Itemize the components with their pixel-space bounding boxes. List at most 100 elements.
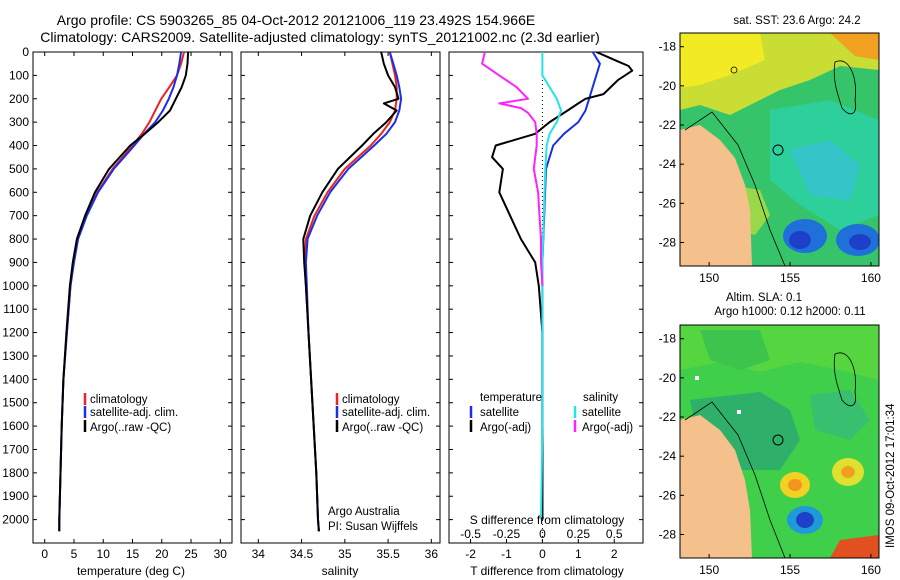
y-tick-label: 1300: [2, 349, 29, 363]
legend-label-climatology: climatology: [90, 394, 148, 406]
y-tick-label: 100: [9, 68, 29, 82]
legend-label-argo: Argo(..raw -QC): [342, 422, 423, 434]
y-tick-label: 800: [9, 232, 29, 246]
annotation-pi: PI: Susan Wijffels: [328, 521, 418, 533]
s-tick-label: 0: [539, 527, 546, 541]
y-tick-label: 1800: [2, 466, 29, 480]
difference-panel: [448, 51, 644, 544]
legend-label-temp-argo: Argo(-adj): [480, 422, 531, 434]
x-tick-label: 34: [252, 547, 266, 561]
map-y-tick-label: -18: [659, 40, 677, 54]
legend-label-argo: Argo(..raw -QC): [90, 422, 171, 434]
imos-stamp: IMOS 09-Oct-2012 17:01:34: [885, 403, 897, 548]
s-tick-label: -0.25: [493, 527, 521, 541]
temperature-xlabel: temperature (deg C): [77, 564, 185, 578]
header-line1: Argo profile: CS 5903265_85 04-Oct-2012 …: [57, 12, 535, 28]
sla-map-title-line1: Altim. SLA: 0.1: [726, 292, 802, 304]
x-tick-label: 20: [155, 547, 169, 561]
salinity-legend: climatology satellite-adj. clim. Argo(..…: [335, 393, 430, 434]
y-tick-label: 0: [22, 45, 29, 59]
y-tick-label: 1500: [2, 396, 29, 410]
map-y-tick-label: -22: [659, 118, 677, 132]
x-tick-label: 25: [184, 547, 198, 561]
series-line: [540, 52, 563, 520]
y-tick-label: 1600: [2, 419, 29, 433]
x-tick-label: -2: [465, 547, 476, 561]
temperature-panel: [32, 51, 233, 544]
argo-location-marker: [772, 144, 784, 156]
x-tick-label: 34.5: [290, 547, 314, 561]
annotation-argo-australia: Argo Australia: [328, 506, 400, 518]
series-line: [491, 52, 634, 520]
s-tick-label: -0.5: [460, 527, 481, 541]
legend-label-temp-satellite: satellite: [480, 407, 519, 419]
y-tick-label: 500: [9, 162, 29, 176]
s-tick-label: 0.25: [567, 527, 591, 541]
map-x-tick-label: 150: [699, 563, 719, 577]
map-y-tick-label: -20: [659, 79, 677, 93]
sst-map-title: sat. SST: 23.6 Argo: 24.2: [733, 15, 860, 27]
map-x-tick-label: 155: [780, 271, 800, 285]
map-y-tick-label: -24: [659, 157, 677, 171]
map-y-tick-label: -22: [659, 410, 677, 424]
sst-map-frame: [679, 32, 880, 267]
map-y-tick-label: -28: [659, 528, 677, 542]
s-tick-label: 0.5: [606, 527, 623, 541]
y-tick-label: 1700: [2, 442, 29, 456]
s-difference-label: S difference from climatology: [470, 513, 625, 527]
y-tick-label: 1000: [2, 279, 29, 293]
map-y-tick-label: -26: [659, 196, 677, 210]
map-y-tick-label: -28: [659, 236, 677, 250]
map-y-tick-label: -20: [659, 371, 677, 385]
series-line: [302, 52, 400, 532]
y-tick-label: 700: [9, 209, 29, 223]
y-tick-label: 200: [9, 92, 29, 106]
x-tick-label: 10: [97, 547, 111, 561]
x-tick-label: 1: [575, 547, 582, 561]
sla-map-frame: [679, 324, 880, 559]
map-y-tick-label: -18: [659, 332, 677, 346]
series-line: [304, 52, 403, 532]
y-tick-label: 1200: [2, 326, 29, 340]
x-tick-label: 5: [71, 547, 78, 561]
legend-label-climatology: climatology: [342, 394, 400, 406]
legend-label-sal-argo: Argo(-adj): [582, 422, 633, 434]
x-tick-label: 0: [41, 547, 48, 561]
header-line2: Climatology: CARS2009. Satellite-adjuste…: [40, 29, 600, 45]
y-tick-label: 900: [9, 255, 29, 269]
t-difference-label: T difference from climatology: [470, 564, 624, 578]
series-line: [58, 52, 190, 532]
map-y-tick-label: -26: [659, 488, 677, 502]
y-tick-label: 1900: [2, 489, 29, 503]
x-tick-label: 36: [425, 547, 439, 561]
salinity-panel: [240, 51, 441, 544]
y-tick-label: 300: [9, 115, 29, 129]
map-x-tick-label: 150: [699, 271, 719, 285]
argo-location-marker: [772, 434, 784, 446]
map-y-tick-label: -24: [659, 449, 677, 463]
temperature-legend: climatology satellite-adj. clim. Argo(..…: [83, 393, 178, 434]
salinity-xlabel: salinity: [322, 564, 359, 578]
map-x-tick-label: 160: [861, 563, 881, 577]
x-tick-label: 15: [126, 547, 140, 561]
legend-label-satellite: satellite-adj. clim.: [90, 407, 178, 419]
difference-legend: temperature satellite Argo(-adj) salinit…: [469, 392, 633, 434]
y-tick-label: 1400: [2, 372, 29, 386]
x-tick-label: 35: [338, 547, 352, 561]
legend-title-temperature: temperature: [480, 392, 542, 404]
x-tick-label: 30: [214, 547, 228, 561]
series-line: [58, 52, 185, 532]
map-x-tick-label: 160: [861, 271, 881, 285]
x-tick-label: 0: [539, 547, 546, 561]
y-tick-label: 1100: [3, 302, 29, 316]
y-tick-label: 600: [9, 185, 29, 199]
series-line: [481, 52, 544, 286]
sla-map: [680, 325, 879, 558]
series-line: [58, 52, 183, 532]
sst-map: [680, 33, 879, 266]
y-tick-label: 2000: [2, 513, 29, 527]
legend-title-salinity: salinity: [583, 392, 618, 404]
legend-label-sal-satellite: satellite: [582, 407, 621, 419]
sla-map-title-line2: Argo h1000: 0.12 h2000: 0.11: [714, 306, 865, 318]
